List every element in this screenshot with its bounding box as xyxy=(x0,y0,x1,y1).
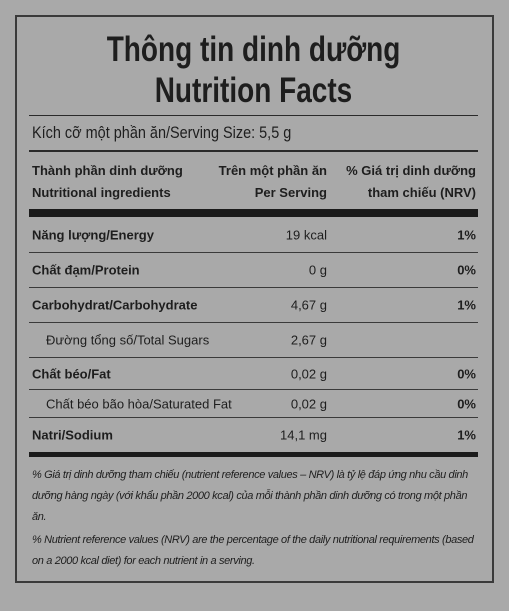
footnote: % Nutrient reference values (NRV) are th… xyxy=(32,534,474,567)
nrv: 0% xyxy=(457,366,476,381)
nutrient-name: Chất đạm/Protein xyxy=(32,262,140,278)
amount: 4,67 g xyxy=(290,297,327,313)
amount: 19 kcal xyxy=(285,227,327,242)
amount: 2,67 g xyxy=(290,332,327,348)
header-text: Trên một phần ăn xyxy=(218,163,327,178)
header-nrv: % Giá trị dinh dưỡng tham chiếu (NRV) xyxy=(346,160,476,204)
divider xyxy=(29,150,478,152)
nutrient-row: Chất béo bão hòa/Saturated Fat 0,02 g 0% xyxy=(29,390,478,418)
amount: 0 g xyxy=(308,262,327,278)
footnote: % Giá trị dinh dưỡng tham chiếu (nutrien… xyxy=(32,469,468,523)
serving-size-text: Kích cỡ một phần ăn/Serving Size: 5,5 g xyxy=(32,123,292,142)
nrv: 1% xyxy=(457,297,476,313)
header-text: Nutritional ingredients xyxy=(32,185,171,200)
header-ingredient: Thành phần dinh dưỡng Nutritional ingredi… xyxy=(32,160,183,204)
nutrient-row: Chất béo/Fat 0,02 g 0% xyxy=(29,358,478,390)
nutrient-row: Carbohydrat/Carbohydrate 4,67 g 1% xyxy=(29,288,478,323)
nrv: 0% xyxy=(457,396,476,411)
nutrient-row: Natri/Sodium 14,1 mg 1% xyxy=(29,418,478,457)
nutrient-name: Natri/Sodium xyxy=(32,427,113,443)
amount: 0,02 g xyxy=(290,366,327,381)
nrv: 1% xyxy=(457,427,476,443)
nrv: 1% xyxy=(457,227,476,242)
nutrient-name: Chất béo/Fat xyxy=(32,366,111,381)
label-content: Thông tin dinh dưỡng Nutrition Facts Kíc… xyxy=(29,17,478,574)
header-text: % Giá trị dinh dưỡng xyxy=(346,163,476,178)
nutrient-name: Đường tổng số/Total Sugars xyxy=(46,332,210,348)
header-text: Thành phần dinh dưỡng xyxy=(32,163,183,178)
nutrient-name: Năng lượng/Energy xyxy=(32,227,154,242)
nutrition-label: Thông tin dinh dưỡng Nutrition Facts Kíc… xyxy=(15,15,494,583)
amount: 0,02 g xyxy=(290,396,327,411)
table-header: Thành phần dinh dưỡng Nutritional ingredi… xyxy=(29,152,478,209)
serving-size: Kích cỡ một phần ăn/Serving Size: 5,5 g xyxy=(29,116,478,150)
divider xyxy=(29,115,478,116)
header-text: tham chiếu (NRV) xyxy=(367,185,476,200)
thick-divider xyxy=(29,209,478,217)
title: Thông tin dinh dưỡng Nutrition Facts xyxy=(29,29,478,111)
title-line: Thông tin dinh dưỡng xyxy=(106,30,401,69)
nutrient-name: Carbohydrat/Carbohydrate xyxy=(32,297,198,313)
nrv: 0% xyxy=(457,262,476,278)
nutrient-name: Chất béo bão hòa/Saturated Fat xyxy=(46,396,232,411)
footnotes: % Giá trị dinh dưỡng tham chiếu (nutrien… xyxy=(29,457,478,572)
header-per-serving: Trên một phần ăn Per Serving xyxy=(219,160,327,204)
amount: 14,1 mg xyxy=(280,427,327,443)
nutrient-row: Năng lượng/Energy 19 kcal 1% xyxy=(29,217,478,253)
nutrient-row: Đường tổng số/Total Sugars 2,67 g xyxy=(29,323,478,358)
header-text: Per Serving xyxy=(254,185,327,200)
title-line: Nutrition Facts xyxy=(154,71,353,110)
nutrient-row: Chất đạm/Protein 0 g 0% xyxy=(29,253,478,288)
